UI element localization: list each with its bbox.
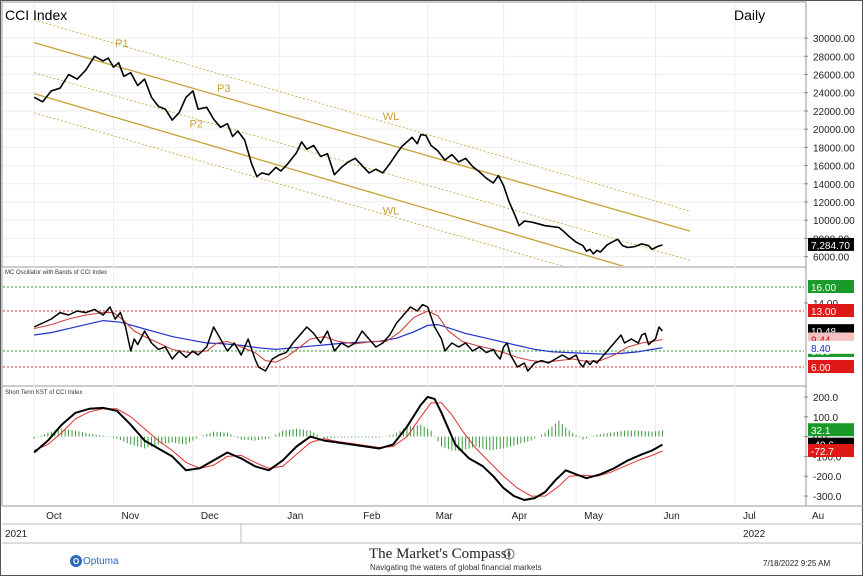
kst-panel	[33, 395, 663, 501]
kst-tick-label: -300.0	[813, 492, 842, 503]
optuma-brand: Optuma	[83, 556, 119, 567]
price-tick-label: 24000.00	[813, 89, 855, 100]
footer-title: The Market's Compass	[369, 546, 507, 562]
oscillator-value-tag-bg	[808, 340, 854, 354]
band-value-tag: 16.00	[811, 283, 836, 294]
oscillator-value-tag: 8.40	[811, 344, 831, 355]
kst-tick-label: -200.0	[813, 472, 842, 483]
month-label: Jan	[287, 511, 303, 522]
price-tick-label: 18000.00	[813, 143, 855, 154]
compass-icon	[503, 548, 515, 560]
kst-value-tag-bg	[808, 444, 854, 458]
channel-line-outer-upper	[33, 19, 691, 212]
kst-line	[33, 395, 663, 501]
optuma-logo-icon	[70, 555, 82, 567]
price-tick-label: 14000.00	[813, 180, 855, 191]
kst-tick-label: 200.0	[813, 393, 838, 404]
channel-line-lower	[33, 93, 625, 266]
price-tick-label: 22000.00	[813, 107, 855, 118]
price-last-value-tag-bg	[808, 237, 854, 251]
axes-layer: Oct Nov Dec Jan Feb Mar Apr May Jun Jul Au 2021 2022…	[5, 34, 855, 540]
kst-value-tag: -72.7	[811, 447, 834, 458]
optuma-logo: O Optuma	[70, 555, 119, 567]
oscillator-line	[33, 303, 663, 372]
price-tick-label: 20000.00	[813, 125, 855, 136]
month-label: Jul	[743, 511, 756, 522]
price-tick-label: 6000.00	[813, 253, 850, 264]
price-tick-label: 16000.00	[813, 162, 855, 173]
year-label: 2022	[743, 529, 766, 540]
month-label: Nov	[121, 511, 139, 522]
band-value-tag-bg	[808, 304, 854, 317]
price-last-value-tag: 7,284.70	[811, 241, 850, 252]
channel-line-outer-lower	[33, 112, 564, 266]
year-label: 2021	[5, 529, 28, 540]
month-label: Oct	[46, 511, 62, 522]
kst-value-tag-bg	[808, 423, 854, 437]
grid-layer	[3, 3, 804, 505]
price-panel: P1 P2 P3 WL WL	[33, 19, 691, 266]
month-label: Dec	[201, 511, 219, 522]
channel-annotation: P1	[115, 38, 128, 50]
month-label: Apr	[512, 511, 528, 522]
chart-period: Daily	[734, 7, 765, 23]
oscillator-title: MC Oscillator with Bands of CCI Index	[5, 270, 107, 276]
oscillator-panel	[3, 286, 804, 372]
band-value-tag-bg	[808, 280, 854, 293]
price-tick-label: 28000.00	[813, 52, 855, 63]
channel-annotation: WL	[383, 111, 400, 123]
oscillator-ma-blue-line	[34, 319, 663, 355]
kst-tick-label: 100.0	[813, 413, 838, 424]
channel-line-upper	[33, 42, 691, 232]
price-tick-label: 12000.00	[813, 198, 855, 209]
optuma-logo-glyph: O	[73, 557, 79, 566]
footer-subtitle: Navigating the waters of global financia…	[370, 563, 542, 572]
band-value-tag: 6.00	[811, 363, 831, 374]
price-tick-label: 26000.00	[813, 71, 855, 82]
channel-annotation: WL	[383, 206, 400, 218]
month-label: May	[584, 511, 603, 522]
month-label: Mar	[436, 511, 454, 522]
footer-timestamp: 7/18/2022 9:25 AM	[763, 559, 831, 568]
price-tick-label: 10000.00	[813, 216, 855, 227]
month-label: Feb	[363, 511, 381, 522]
chart-title: CCI Index	[5, 7, 67, 23]
kst-signal-line	[33, 402, 663, 497]
band-value-tag: 13.00	[811, 307, 836, 318]
band-value-tag-bg	[808, 360, 854, 373]
month-label: Jun	[664, 511, 680, 522]
kst-value-tag: 32.1	[811, 426, 831, 437]
kst-histogram	[33, 420, 663, 451]
price-series-line	[33, 55, 663, 255]
kst-tick-label: -100.0	[813, 452, 842, 463]
price-tick-label: 30000.00	[813, 34, 855, 45]
channel-annotation: P3	[217, 83, 230, 95]
kst-title: Short Term KST of CCI Index	[5, 390, 82, 396]
month-label: Au	[812, 511, 824, 522]
channel-group	[33, 19, 691, 266]
channel-annotation: P2	[189, 118, 202, 130]
